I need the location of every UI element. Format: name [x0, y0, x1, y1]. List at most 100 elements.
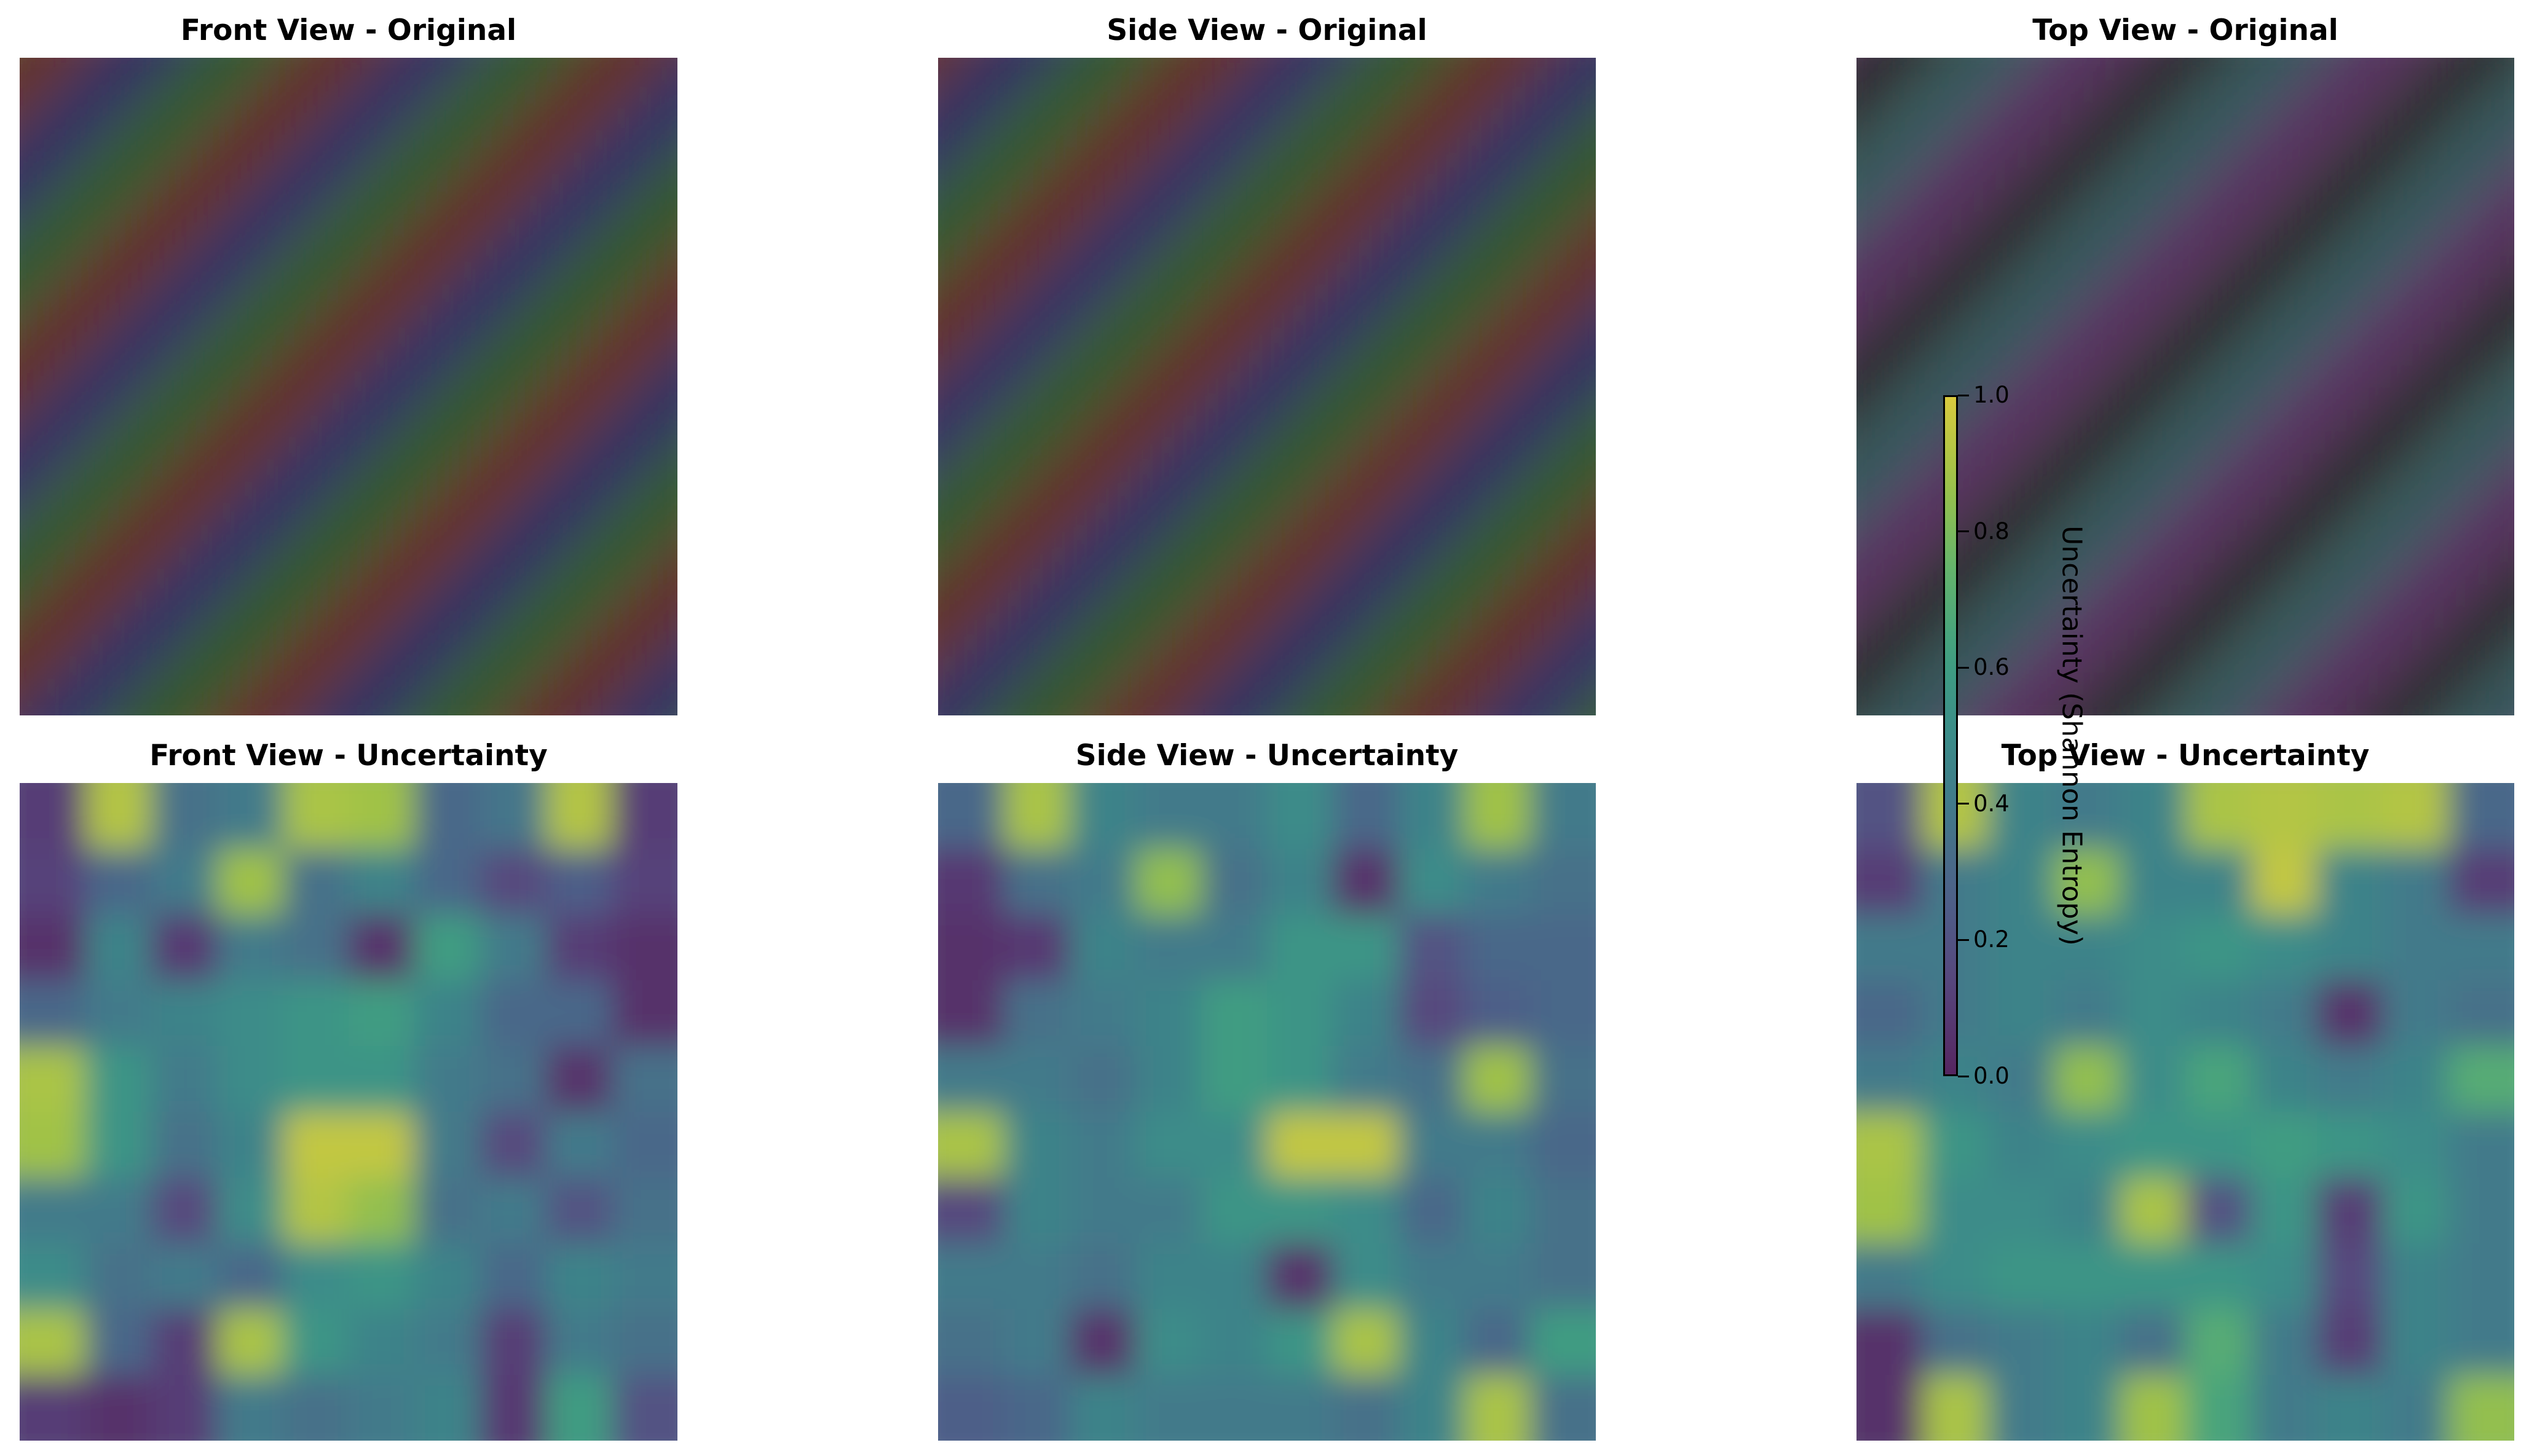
rgb-pixel [2338, 144, 2362, 169]
rgb-pixel [2228, 188, 2252, 213]
rgb-pixel [2359, 210, 2384, 235]
rgb-pixel [20, 210, 43, 235]
rgb-pixel [1288, 714, 1312, 715]
rgb-pixel [610, 583, 635, 607]
rgb-pixel [1397, 100, 1422, 125]
rgb-pixel [2404, 561, 2428, 585]
rgb-pixel [1375, 648, 1400, 673]
rgb-pixel [2162, 276, 2187, 301]
rgb-pixel [2184, 254, 2209, 278]
rgb-pixel [1899, 473, 1923, 498]
rgb-pixel [1309, 166, 1334, 191]
rgb-pixel [216, 188, 240, 213]
rgb-pixel [2316, 495, 2340, 519]
rgb-pixel [588, 166, 613, 191]
rgb-pixel [1046, 122, 1071, 147]
rgb-pixel [2009, 166, 2034, 191]
rgb-pixel [1332, 429, 1356, 454]
rgb-pixel [2140, 648, 2165, 673]
rgb-pixel [1156, 122, 1181, 147]
rgb-pixel [41, 539, 65, 564]
rgb-pixel [2316, 297, 2340, 322]
rgb-pixel [1025, 714, 1049, 715]
rgb-pixel [2140, 714, 2165, 715]
rgb-pixel [1266, 276, 1290, 301]
heatmap-cell [1070, 1243, 1135, 1309]
rgb-pixel [1595, 254, 1596, 278]
rgb-pixel [62, 297, 87, 322]
heatmap-cell [1922, 1112, 1988, 1178]
rgb-pixel [1463, 692, 1488, 715]
rgb-pixel [41, 583, 65, 607]
rgb-pixel [2250, 473, 2275, 498]
rgb-pixel [2338, 297, 2362, 322]
rgb-pixel [2294, 122, 2318, 147]
rgb-pixel [1463, 122, 1488, 147]
rgb-pixel [282, 561, 306, 585]
rgb-pixel [2162, 539, 2187, 564]
rgb-pixel [959, 473, 984, 498]
rgb-pixel [2250, 79, 2275, 103]
heatmap-cell [2251, 915, 2317, 980]
rgb-pixel [282, 692, 306, 715]
rgb-pixel [2404, 79, 2428, 103]
rgb-pixel [369, 363, 394, 388]
rgb-pixel [2447, 451, 2472, 476]
rgb-pixel [282, 539, 306, 564]
rgb-pixel [1899, 671, 1923, 695]
rgb-pixel [1485, 320, 1510, 344]
rgb-pixel [2250, 495, 2275, 519]
heatmap-cell [1988, 849, 2054, 915]
rgb-pixel [194, 626, 218, 651]
rgb-pixel [1529, 79, 1553, 103]
rgb-pixel [479, 517, 503, 541]
rgb-pixel [1266, 692, 1290, 715]
rgb-pixel [2118, 144, 2143, 169]
rgb-pixel [2228, 648, 2252, 673]
rgb-pixel [20, 122, 43, 147]
heatmap-cell [546, 1309, 612, 1375]
rgb-pixel [2425, 79, 2450, 103]
heatmap-cell [2317, 783, 2383, 849]
rgb-pixel [2228, 539, 2252, 564]
rgb-pixel [1877, 429, 1902, 454]
rgb-pixel [523, 517, 547, 541]
rgb-pixel [194, 692, 218, 715]
rgb-pixel [150, 626, 175, 651]
rgb-pixel [347, 692, 372, 715]
rgb-pixel [1397, 407, 1422, 432]
rgb-pixel [2118, 605, 2143, 629]
heatmap-cell [1201, 915, 1267, 980]
rgb-pixel [1507, 451, 1531, 476]
rgb-pixel [238, 714, 262, 715]
rgb-pixel [2425, 626, 2450, 651]
rgb-pixel [413, 122, 438, 147]
rgb-pixel [128, 122, 152, 147]
rgb-pixel [610, 297, 635, 322]
rgb-pixel [2491, 648, 2514, 673]
rgb-pixel [1987, 605, 2011, 629]
rgb-pixel [2381, 122, 2406, 147]
rgb-pixel [150, 451, 175, 476]
rgb-pixel [150, 517, 175, 541]
rgb-pixel [2030, 495, 2055, 519]
rgb-pixel [479, 166, 503, 191]
rgb-pixel [980, 122, 1005, 147]
rgb-pixel [369, 539, 394, 564]
heatmap-cell [217, 1046, 283, 1112]
rgb-pixel [2206, 539, 2231, 564]
rgb-pixel [1244, 451, 1268, 476]
rgb-pixel [1921, 473, 1946, 498]
heatmap-cell [938, 849, 1004, 915]
heatmap-cell [20, 1243, 85, 1309]
rgb-pixel [457, 210, 481, 235]
rgb-pixel [1572, 605, 1596, 629]
rgb-pixel [62, 714, 87, 715]
rgb-pixel [1463, 517, 1488, 541]
rgb-pixel [938, 429, 961, 454]
heatmap-cell [1530, 1178, 1596, 1243]
rgb-pixel [304, 144, 328, 169]
rgb-pixel [62, 429, 87, 454]
rgb-pixel [150, 648, 175, 673]
rgb-pixel [2316, 517, 2340, 541]
